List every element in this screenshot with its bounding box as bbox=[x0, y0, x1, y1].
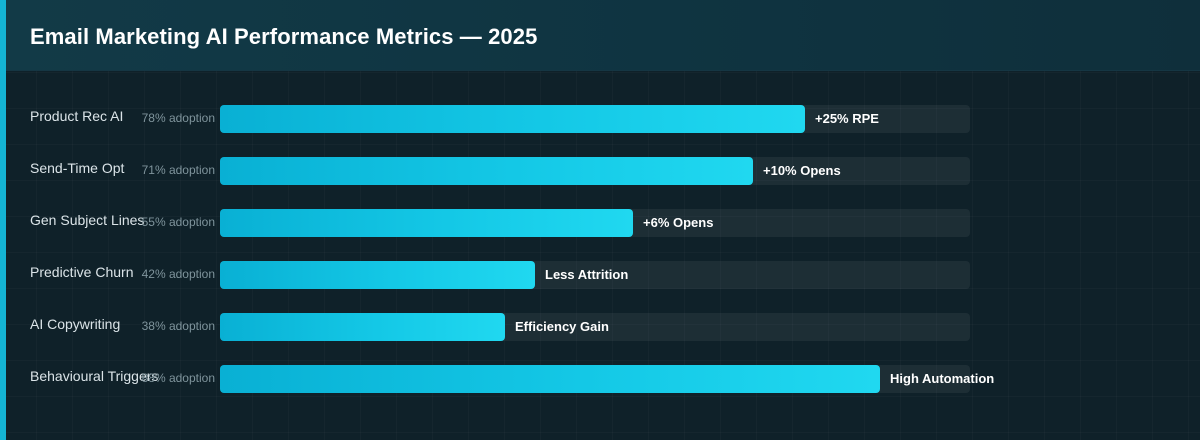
bar-row: Behavioural Triggers 88% adoption High Aut… bbox=[0, 364, 1200, 394]
category-label: Product Rec AI bbox=[30, 108, 124, 124]
bar[interactable] bbox=[220, 209, 633, 237]
impact-label: +10% Opens bbox=[763, 163, 841, 178]
category-label: Send-Time Opt bbox=[30, 160, 125, 176]
bar-row: AI Copywriting 38% adoption Efficiency Gai… bbox=[0, 312, 1200, 342]
impact-label: +6% Opens bbox=[643, 215, 714, 230]
adoption-label: 71% adoption bbox=[141, 163, 215, 177]
impact-label: Less Attrition bbox=[545, 267, 629, 282]
impact-label: Efficiency Gain bbox=[515, 319, 609, 334]
adoption-label: 88% adoption bbox=[141, 371, 215, 385]
impact-label: +25% RPE bbox=[815, 111, 879, 126]
chart-header: Email Marketing AI Performance Metrics —… bbox=[6, 0, 1200, 71]
category-label: Gen Subject Lines bbox=[30, 212, 145, 228]
category-label: Behavioural Triggers bbox=[30, 368, 159, 384]
bar-row: Predictive Churn 42% adoption Less Attriti… bbox=[0, 260, 1200, 290]
bar-row: Send-Time Opt 71% adoption +10% Opens bbox=[0, 156, 1200, 186]
category-label: Predictive Churn bbox=[30, 264, 134, 280]
adoption-label: 38% adoption bbox=[141, 319, 215, 333]
chart-title: Email Marketing AI Performance Metrics —… bbox=[30, 24, 538, 49]
category-label: AI Copywriting bbox=[30, 316, 121, 332]
accent-stripe bbox=[0, 0, 6, 440]
adoption-label: 55% adoption bbox=[141, 215, 215, 229]
bar[interactable] bbox=[220, 313, 505, 341]
bar[interactable] bbox=[220, 365, 880, 393]
adoption-label: 78% adoption bbox=[141, 111, 215, 125]
bar[interactable] bbox=[220, 105, 805, 133]
bar-row: Product Rec AI 78% adoption +25% RPE bbox=[0, 104, 1200, 134]
impact-label: High Automation bbox=[890, 371, 995, 386]
bar-row: Gen Subject Lines 55% adoption +6% Opens bbox=[0, 208, 1200, 238]
bar[interactable] bbox=[220, 157, 753, 185]
bar[interactable] bbox=[220, 261, 535, 289]
adoption-label: 42% adoption bbox=[141, 267, 215, 281]
